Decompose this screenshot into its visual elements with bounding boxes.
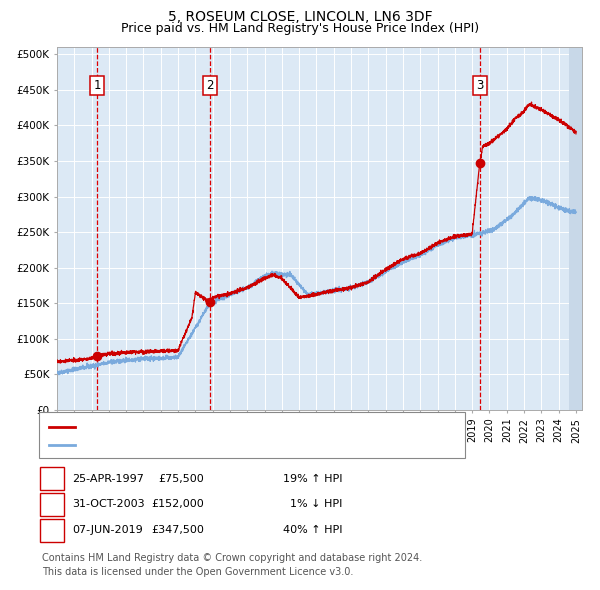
Text: £75,500: £75,500 [158, 474, 204, 484]
Text: 1: 1 [94, 79, 101, 92]
Text: 2: 2 [206, 79, 214, 92]
Text: 3: 3 [476, 79, 484, 92]
Text: This data is licensed under the Open Government Licence v3.0.: This data is licensed under the Open Gov… [42, 568, 353, 577]
Text: 40% ↑ HPI: 40% ↑ HPI [283, 525, 342, 535]
Text: Contains HM Land Registry data © Crown copyright and database right 2024.: Contains HM Land Registry data © Crown c… [42, 553, 422, 562]
Text: 31-OCT-2003: 31-OCT-2003 [72, 499, 145, 509]
Text: 07-JUN-2019: 07-JUN-2019 [72, 525, 143, 535]
Text: 19% ↑ HPI: 19% ↑ HPI [283, 474, 342, 484]
Text: 25-APR-1997: 25-APR-1997 [72, 474, 144, 484]
Text: 1% ↓ HPI: 1% ↓ HPI [290, 499, 342, 509]
Text: 2: 2 [49, 499, 55, 509]
Text: HPI: Average price, detached house, Lincoln: HPI: Average price, detached house, Linc… [81, 441, 327, 450]
Text: £347,500: £347,500 [151, 525, 204, 535]
Bar [569, 47, 582, 410]
Text: Price paid vs. HM Land Registry's House Price Index (HPI): Price paid vs. HM Land Registry's House … [121, 22, 479, 35]
Text: 1: 1 [49, 474, 55, 484]
Text: 3: 3 [49, 525, 55, 535]
Text: 5, ROSEUM CLOSE, LINCOLN, LN6 3DF: 5, ROSEUM CLOSE, LINCOLN, LN6 3DF [167, 10, 433, 24]
Text: 5, ROSEUM CLOSE, LINCOLN, LN6 3DF (detached house): 5, ROSEUM CLOSE, LINCOLN, LN6 3DF (detac… [81, 422, 395, 432]
Text: £152,000: £152,000 [151, 499, 204, 509]
